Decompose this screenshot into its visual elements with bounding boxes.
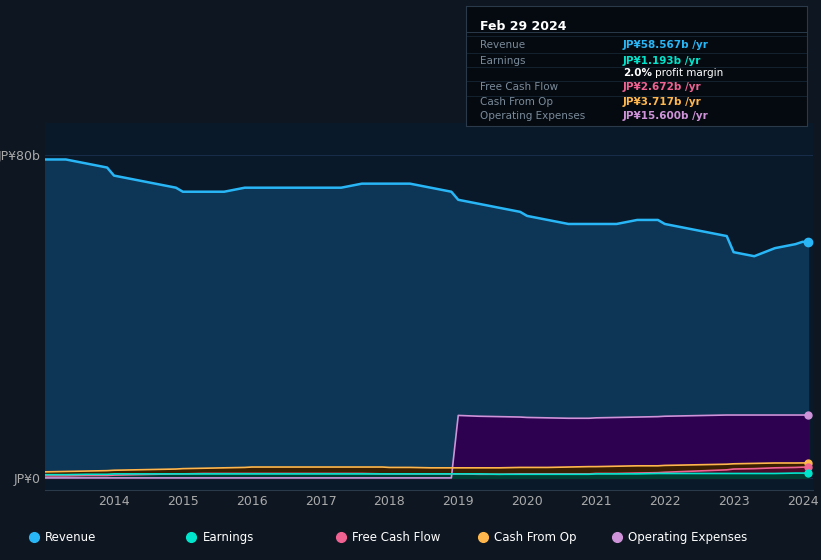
Text: Operating Expenses: Operating Expenses [628,530,747,544]
Text: Revenue: Revenue [45,530,96,544]
Text: Free Cash Flow: Free Cash Flow [480,82,558,92]
Text: 2.0%: 2.0% [623,68,652,78]
Text: JP¥58.567b /yr: JP¥58.567b /yr [623,40,709,50]
Text: Earnings: Earnings [203,530,254,544]
Text: Cash From Op: Cash From Op [494,530,576,544]
Text: JP¥15.600b /yr: JP¥15.600b /yr [623,111,709,122]
Text: Cash From Op: Cash From Op [480,97,553,107]
Text: JP¥2.672b /yr: JP¥2.672b /yr [623,82,702,92]
Text: JP¥3.717b /yr: JP¥3.717b /yr [623,97,702,107]
Text: Free Cash Flow: Free Cash Flow [352,530,441,544]
Text: Earnings: Earnings [480,56,525,66]
Text: JP¥1.193b /yr: JP¥1.193b /yr [623,56,701,66]
Text: Revenue: Revenue [480,40,525,50]
Text: Feb 29 2024: Feb 29 2024 [480,20,566,33]
Text: Operating Expenses: Operating Expenses [480,111,585,122]
Text: profit margin: profit margin [655,68,723,78]
